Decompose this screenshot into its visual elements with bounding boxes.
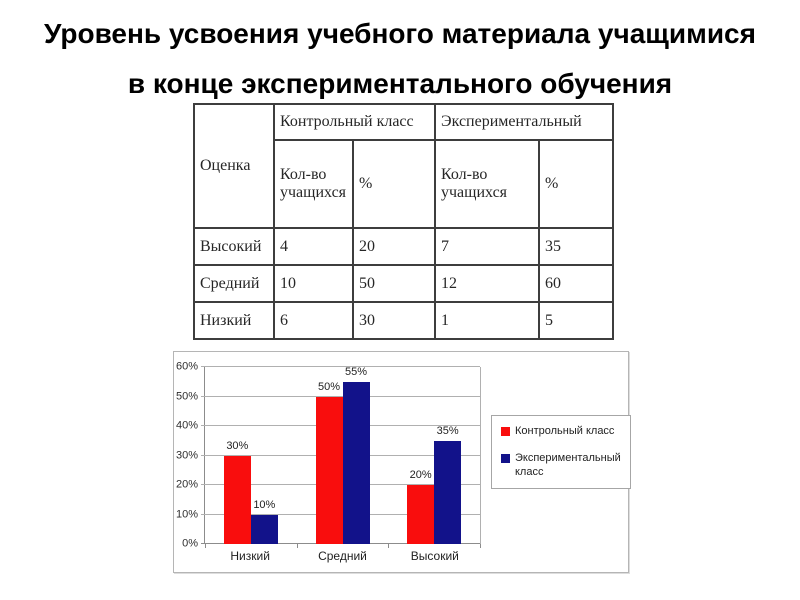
bar-group-medium: 50% 55% — [297, 366, 389, 544]
legend-swatch-control — [501, 427, 510, 436]
bar-group-high: 20% 35% — [388, 367, 480, 544]
row-label: Низкий — [193, 301, 275, 340]
cell-value: 1 — [434, 301, 540, 340]
results-table: Оценка Контрольный класс Экспериментальн… — [193, 103, 614, 340]
table-group-header-experimental: Экспериментальный — [434, 103, 614, 141]
x-axis-category-label-medium: Средний — [318, 549, 367, 563]
x-axis-tick — [388, 544, 390, 548]
cell-value: 10 — [273, 264, 354, 303]
y-axis-tick-label: 20% — [175, 478, 198, 491]
x-axis-tick — [480, 544, 481, 548]
bar-control-medium: 50% — [315, 381, 343, 544]
legend-item-control: Контрольный класс — [501, 425, 624, 439]
bar-data-label: 55% — [344, 365, 368, 378]
legend-item-experimental: Экспериментальный класс — [501, 452, 624, 480]
cell-value: 6 — [273, 301, 354, 340]
page-title-line2: в конце экспериментального обучения — [127, 68, 673, 99]
table-row-medium: Средний 10 50 12 60 — [193, 264, 614, 303]
bar-data-label: 30% — [226, 439, 249, 452]
table-subheader-count-control: Кол-во учащихся — [273, 139, 354, 229]
y-axis-tick-label: 0% — [182, 537, 198, 550]
bar-data-label: 10% — [253, 498, 276, 511]
bar-group-low: 30% 10% — [205, 367, 297, 544]
chart-legend: Контрольный класс Экспериментальный класс — [491, 415, 631, 490]
cell-value: 35 — [538, 227, 614, 266]
bar-experimental-high: 35% — [434, 425, 462, 544]
x-axis-labels: Низкий Средний Высокий — [204, 549, 481, 563]
row-label: Высокий — [193, 227, 275, 266]
table-row-high: Высокий 4 20 7 35 — [193, 227, 614, 266]
gridline — [201, 366, 480, 367]
table-subheader-pct-experimental: % — [538, 139, 614, 229]
cell-value: 30 — [352, 301, 436, 340]
bar-control-high: 20% — [407, 470, 435, 544]
y-axis-tick-label: 30% — [175, 449, 198, 461]
y-axis-tick-label: 40% — [175, 419, 198, 432]
cell-value: 7 — [434, 227, 540, 266]
table-row-low: Низкий 6 30 1 5 — [193, 301, 614, 340]
chart-plot-area: 0% 10% 20% 30% 40% 50% 60% 30% 10% 50% 55% 20% 35% — [176, 361, 481, 549]
page-title-line1: Уровень усвоения учебного материала учащ… — [44, 18, 756, 49]
row-label: Средний — [193, 264, 275, 303]
bar-chart: 0% 10% 20% 30% 40% 50% 60% 30% 10% 50% 55% 20% 35% Н… — [173, 351, 631, 573]
legend-label: Контрольный класс — [515, 425, 615, 437]
gridline — [201, 395, 480, 397]
cell-value: 20 — [352, 227, 436, 266]
table-corner-header: Оценка — [193, 103, 275, 229]
cell-value: 4 — [273, 227, 354, 266]
legend-label: Экспериментальный класс — [515, 451, 621, 478]
x-axis-tick — [296, 544, 298, 548]
table-subheader-count-experimental: Кол-во учащихся — [434, 139, 540, 229]
cell-value: 12 — [434, 264, 540, 303]
bar-data-label: 20% — [409, 469, 432, 481]
bar-experimental-medium: 55% — [342, 366, 370, 544]
x-axis-category-label-high: Высокий — [410, 549, 459, 563]
bar-groups: 30% 10% 50% 55% 20% 35% — [205, 366, 480, 544]
x-axis-category-label-low: Низкий — [230, 549, 270, 563]
results-table-container: Оценка Контрольный класс Экспериментальн… — [193, 103, 614, 340]
bar-data-label: 50% — [317, 380, 341, 393]
bar-control-low: 30% — [223, 440, 251, 544]
legend-swatch-experimental — [501, 453, 510, 463]
table-group-header-control: Контрольный класс — [273, 103, 436, 141]
y-axis-tick-label: 60% — [175, 360, 198, 373]
bar-experimental-low: 10% — [250, 499, 278, 544]
bar-data-label: 35% — [436, 424, 459, 437]
x-axis-tick — [205, 544, 206, 548]
y-axis-tick-label: 10% — [175, 508, 198, 520]
cell-value: 5 — [538, 301, 614, 340]
cell-value: 50 — [352, 264, 436, 303]
table-subheader-pct-control: % — [352, 139, 436, 229]
y-axis-tick-label: 50% — [175, 390, 198, 402]
cell-value: 60 — [538, 264, 614, 303]
